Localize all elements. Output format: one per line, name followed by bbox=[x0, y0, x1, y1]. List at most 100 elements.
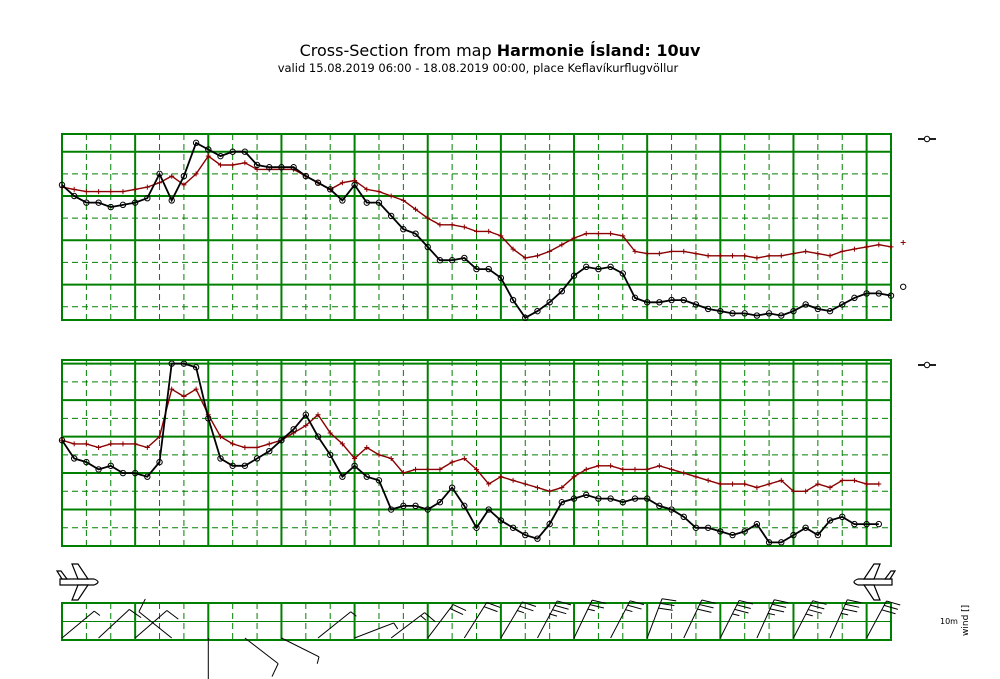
chart2-gust-point bbox=[217, 434, 223, 440]
chart1-wind-point bbox=[217, 152, 224, 160]
chart1-wind-point bbox=[680, 296, 687, 304]
chart2-gust-point bbox=[266, 441, 272, 447]
chart1-gust-point bbox=[717, 253, 723, 259]
chart2-gust-line bbox=[62, 388, 879, 493]
chart1-wind-point bbox=[619, 270, 626, 277]
chart2-gust-point bbox=[352, 455, 358, 461]
chart1-gust-point bbox=[437, 222, 443, 228]
chart2-wind-point bbox=[375, 477, 383, 484]
airplane-wing-top bbox=[71, 563, 90, 580]
chart2-wind-point bbox=[619, 499, 626, 506]
chart1-wind-point bbox=[229, 148, 236, 155]
chart2-gust-point bbox=[681, 470, 687, 476]
chart2-gust-point bbox=[254, 445, 260, 451]
wind-barb-staff bbox=[244, 637, 279, 665]
chart1-gust-point bbox=[376, 189, 382, 195]
chart2-wind-point bbox=[363, 473, 370, 480]
airplane-icon bbox=[55, 563, 99, 601]
wind-barb-staff bbox=[573, 599, 593, 639]
chart1-gust-point bbox=[132, 186, 138, 192]
wind-barb-feather bbox=[138, 598, 146, 612]
chart2-gust-point bbox=[71, 441, 77, 447]
airplane-fuselage bbox=[853, 578, 893, 586]
chart2-gust-point bbox=[547, 488, 553, 494]
chart1-wind-point bbox=[485, 265, 492, 273]
chart1-wind-point bbox=[851, 294, 858, 302]
chart2-gust-point bbox=[120, 441, 126, 447]
chart1-wind-point bbox=[631, 294, 639, 302]
chart2-gust-point bbox=[705, 477, 711, 483]
wind-barb bbox=[61, 610, 101, 639]
chart2-gust-point bbox=[559, 485, 565, 491]
chart1-wind-point bbox=[570, 272, 578, 279]
chart1-wind-point bbox=[119, 201, 127, 209]
wind-barb-staff bbox=[281, 637, 320, 658]
airplane-wing-bottom bbox=[862, 584, 881, 601]
chart2-gust-point bbox=[742, 481, 748, 487]
chart2-wind-point bbox=[156, 458, 163, 466]
wind-barb-feather bbox=[847, 599, 862, 604]
wind-barb-half-feather bbox=[841, 612, 849, 616]
wind-barb-half-feather bbox=[93, 610, 101, 616]
chart1-wind-point bbox=[534, 307, 541, 315]
chart1-wind-point bbox=[790, 307, 797, 315]
chart2-wind-point bbox=[680, 513, 687, 521]
wind-barb-feather bbox=[627, 604, 642, 610]
chart1-gust-point bbox=[656, 251, 662, 257]
chart1-gust-point bbox=[425, 215, 431, 221]
chart1-gust-point bbox=[474, 228, 479, 234]
wind-barb bbox=[138, 598, 173, 639]
chart2-gust-point bbox=[388, 455, 394, 461]
chart2-gust-point bbox=[522, 481, 528, 487]
chart2-gust-point bbox=[620, 466, 626, 472]
airplane-fuselage bbox=[59, 578, 99, 586]
wind-barb-half-feather bbox=[316, 656, 320, 664]
chart2-wind-point bbox=[205, 415, 212, 422]
chart2-gust-point bbox=[766, 481, 772, 487]
chart1-gust-point bbox=[583, 231, 589, 237]
chart2-wind-point bbox=[192, 364, 200, 371]
wind-barb bbox=[793, 600, 827, 639]
chart2-gust-point bbox=[608, 463, 614, 469]
chart1-wind-point bbox=[717, 307, 724, 315]
chart1-wind-point bbox=[375, 199, 383, 206]
chart1-wind-point bbox=[802, 301, 809, 308]
chart2-gust-point bbox=[656, 463, 662, 469]
chart1-gust-point bbox=[534, 253, 540, 259]
wind-barb bbox=[134, 610, 179, 639]
chart1-wind-point bbox=[95, 199, 102, 206]
airplane-icon bbox=[853, 563, 897, 601]
wind-barb bbox=[756, 599, 789, 639]
wind-barb-feather bbox=[697, 608, 712, 613]
chart2-wind-point bbox=[790, 531, 797, 539]
wind-barb-half-feather bbox=[625, 609, 633, 613]
wind-barb-staff bbox=[138, 611, 173, 639]
chart1-wind-point bbox=[741, 310, 748, 317]
chart2-wind-point bbox=[95, 466, 102, 473]
wind-barb-staff bbox=[98, 609, 130, 639]
chart1-gust-point bbox=[790, 251, 796, 257]
wind-barb-feather bbox=[881, 609, 896, 615]
figure-subtitle: valid 15.08.2019 06:00 - 18.08.2019 00:0… bbox=[278, 61, 679, 75]
chart1-wind-point bbox=[595, 265, 602, 273]
chart2-wind-point bbox=[875, 520, 883, 528]
chart1-wind-point bbox=[814, 305, 822, 313]
chart2-gust-point bbox=[510, 477, 516, 483]
zonal-wind-panel bbox=[58, 359, 936, 547]
chart1-wind-point bbox=[363, 199, 370, 206]
wind-barb-feather bbox=[452, 604, 467, 612]
wind-barb-feather bbox=[886, 600, 901, 606]
chart1-gust-point bbox=[669, 248, 675, 254]
chart2-wind-point bbox=[729, 531, 736, 539]
chart2-wind-point bbox=[107, 462, 114, 469]
chart1-wind-point bbox=[765, 310, 773, 317]
chart1-gust-point bbox=[83, 189, 89, 195]
wind-barb-half-feather bbox=[517, 610, 525, 614]
wind-barb bbox=[317, 611, 357, 639]
chart2-gust-point bbox=[534, 485, 540, 491]
chart1-gust-point bbox=[730, 253, 736, 259]
chart2-wind-point bbox=[522, 531, 529, 539]
wind-barb-staff bbox=[829, 599, 848, 639]
chart2-wind-point bbox=[278, 437, 285, 444]
wind-barb-feather bbox=[699, 604, 714, 609]
